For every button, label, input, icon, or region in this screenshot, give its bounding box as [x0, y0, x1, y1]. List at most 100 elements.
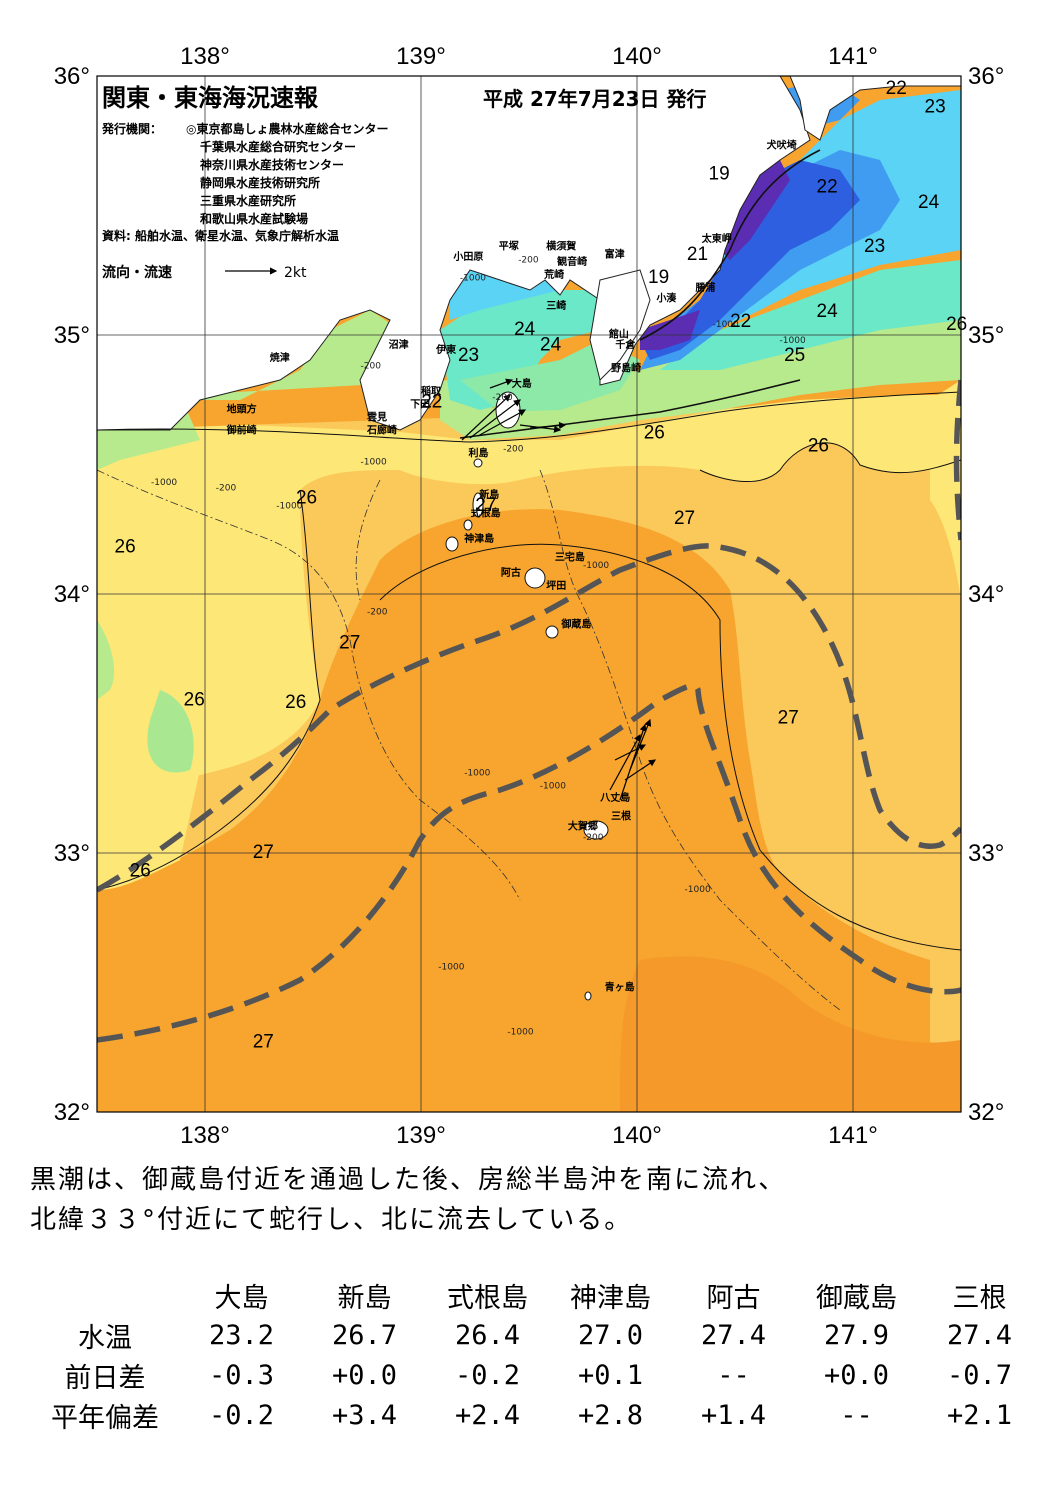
place-label: 御前崎 — [226, 423, 257, 436]
kuroshio-summary: 黒潮は、御蔵島付近を通過した後、房総半島沖を南に流れ、 北緯３３°付近にて蛇行し… — [30, 1160, 1040, 1240]
place-label: 千倉 — [615, 338, 636, 351]
temperature-label: 22 — [730, 311, 751, 332]
table-cell: +2.8 — [577, 1399, 644, 1431]
place-label: 新島 — [479, 488, 499, 501]
temperature-label: 23 — [925, 96, 946, 117]
station-header: 三根 — [952, 1282, 1007, 1314]
temperature-label: 22 — [817, 177, 838, 198]
depth-label: -200 — [518, 255, 539, 265]
place-label: 富津 — [605, 247, 625, 260]
lat-tick-label: 32° — [968, 1099, 1004, 1126]
sea-zone-22 — [450, 90, 961, 330]
place-label: 青ヶ島 — [605, 980, 635, 993]
lon-tick-labels-bottom: 138° 139° 140° 141° — [180, 1122, 878, 1149]
place-label: 式根島 — [471, 506, 501, 519]
temperature-label: 26 — [115, 537, 136, 558]
temperature-label: 26 — [644, 423, 665, 444]
station-header: 神津島 — [570, 1282, 651, 1314]
table-cell: -0.2 — [454, 1359, 521, 1391]
lat-tick-label: 33° — [968, 840, 1004, 867]
place-label: 阿古 — [501, 566, 521, 579]
place-label: 神津島 — [464, 532, 494, 545]
lon-tick-label: 141° — [828, 1122, 878, 1149]
place-label: 地頭方 — [227, 403, 257, 416]
issuer-item: 静岡県水産技術研究所 — [200, 175, 320, 190]
lat-tick-label: 32° — [54, 1099, 90, 1126]
table-cell: 23.2 — [208, 1319, 275, 1351]
place-label: 八丈島 — [599, 791, 630, 804]
place-label: 下田 — [410, 399, 430, 411]
lat-tick-label: 35° — [54, 322, 90, 349]
table-row: 前日差 -0.3 +0.0 -0.2 +0.1 -- +0.0 -0.7 — [30, 1355, 1041, 1395]
lat-tick-labels-right: 36° 35° 34° 33° 32° — [968, 63, 1004, 1126]
place-label: 稲取 — [421, 385, 442, 398]
table-cell: -- — [840, 1399, 873, 1431]
temperature-label: 19 — [709, 164, 730, 185]
table-cell: +2.4 — [454, 1399, 521, 1431]
issuer-list: ◎東京都島しょ農林水産総合センター千葉県水産総合研究センター神奈川県水産技術セン… — [186, 121, 388, 226]
map-frame — [96, 75, 962, 1113]
place-label: 平塚 — [499, 240, 519, 253]
station-header: 御蔵島 — [816, 1282, 897, 1314]
temperature-label: 23 — [864, 236, 885, 257]
lon-tick-label: 141° — [828, 43, 878, 70]
temperature-label: 27 — [674, 508, 695, 529]
temperature-label: 24 — [817, 301, 839, 322]
lat-tick-label: 36° — [968, 63, 1004, 90]
current-vectors — [461, 378, 656, 801]
table-cell: -0.7 — [946, 1359, 1013, 1391]
table-cell: 27.4 — [946, 1319, 1013, 1351]
sea-zone-27-warm — [620, 956, 961, 1112]
station-header: 大島 — [214, 1282, 269, 1314]
table-cell: -- — [717, 1359, 750, 1391]
temperature-label: 26 — [808, 436, 829, 457]
lat-tick-label: 35° — [968, 322, 1004, 349]
place-label: 三宅島 — [555, 550, 585, 563]
table-cell: 27.9 — [823, 1319, 890, 1351]
temperature-label: 22 — [886, 78, 907, 99]
table-cell: 27.4 — [700, 1319, 767, 1351]
temperature-label: 21 — [687, 244, 708, 265]
place-label: 伊東 — [435, 343, 456, 356]
depth-label: -200 — [367, 608, 388, 618]
island-mikurajima — [545, 625, 559, 639]
lon-tick-label: 138° — [180, 43, 230, 70]
place-label: 観音崎 — [557, 255, 587, 268]
island-kozushima — [445, 536, 459, 552]
land-choshi — [789, 76, 961, 141]
depth-label: -200 — [583, 833, 604, 843]
depth-label: -1000 — [583, 561, 609, 571]
table-row: 水温 23.2 26.7 26.4 27.0 27.4 27.9 27.4 — [30, 1315, 1041, 1355]
place-label: 荒崎 — [543, 268, 564, 281]
lat-tick-label: 33° — [54, 840, 90, 867]
table-header-row: 大島 新島 式根島 神津島 阿古 御蔵島 三根 — [30, 1275, 1041, 1315]
depth-label: -1000 — [151, 478, 177, 488]
temperature-label: 24 — [514, 319, 536, 340]
place-label: 御蔵島 — [560, 618, 591, 631]
station-header: 阿古 — [706, 1282, 761, 1314]
depth-label: -1000 — [540, 781, 566, 791]
sea-zone-24-patch — [97, 620, 115, 700]
place-label: 館山 — [608, 328, 629, 341]
row-label: 前日差 — [64, 1362, 146, 1394]
sea-zone-25-patch — [147, 690, 194, 773]
depth-label: -200 — [216, 483, 237, 493]
temperature-label: 26 — [296, 487, 317, 508]
temperature-label: 26 — [285, 692, 306, 713]
island-hachijojima — [583, 820, 609, 840]
depth-label: -1000 — [361, 458, 387, 468]
table-cell: +0.0 — [331, 1359, 398, 1391]
island-aogashima — [584, 991, 592, 1001]
sea-zone-23 — [440, 260, 961, 410]
place-label: 雲見 — [367, 411, 387, 423]
temperature-label: 27 — [475, 495, 496, 516]
place-label: 野島崎 — [611, 361, 641, 374]
summary-line: 黒潮は、御蔵島付近を通過した後、房総半島沖を南に流れ、 — [30, 1165, 787, 1195]
sea-zone-25-east — [930, 380, 961, 600]
temperature-label: 27 — [253, 842, 274, 863]
depth-label: -1000 — [464, 768, 490, 778]
table-cell: +1.4 — [700, 1399, 767, 1431]
place-label: 大島 — [512, 377, 532, 390]
station-header: 新島 — [337, 1282, 392, 1314]
map-title: 関東・東海海況速報 — [102, 84, 319, 112]
